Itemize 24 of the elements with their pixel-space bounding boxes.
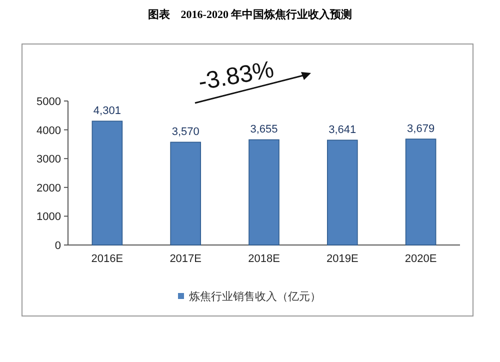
bar	[92, 120, 123, 246]
bar	[405, 138, 436, 246]
data-label: 3,570	[172, 126, 200, 138]
y-tick-label: 5000	[36, 96, 61, 108]
data-label: 4,301	[93, 105, 121, 118]
y-tick-label: 1000	[36, 211, 61, 224]
chart-title: 图表 2016-2020 年中国炼焦行业收入预测	[148, 8, 352, 21]
x-tick-label: 2019E	[326, 253, 358, 265]
bar	[248, 139, 280, 246]
text: -3.83%	[196, 56, 276, 96]
bar	[170, 142, 201, 246]
data-label: 3,679	[407, 123, 435, 136]
y-tick-label: 3000	[36, 154, 61, 166]
bar	[327, 140, 358, 246]
x-tick-label: 2018E	[248, 253, 280, 265]
y-tick-label: 2000	[36, 182, 61, 194]
x-tick-label: 2016E	[91, 253, 124, 265]
data-label: 3,655	[250, 124, 278, 136]
data-label: 3,641	[328, 124, 356, 136]
x-tick-label: 2017E	[170, 253, 202, 265]
x-tick-label: 2020E	[404, 253, 437, 265]
legend: 炼焦行业销售收入（亿元）	[178, 291, 321, 303]
y-tick-label: 0	[54, 240, 61, 252]
y-tick-label: 4000	[36, 124, 61, 137]
